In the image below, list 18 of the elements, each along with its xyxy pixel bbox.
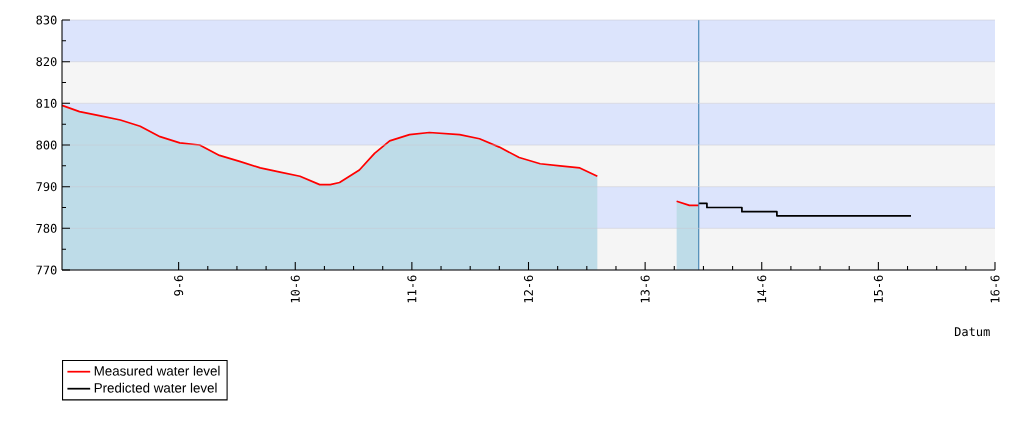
legend-label: Measured water level: [94, 365, 220, 376]
x-tick-label: 16-6: [990, 275, 1000, 303]
y-tick-label: 800: [36, 140, 57, 150]
x-tick-label: 11-6: [407, 275, 417, 303]
x-tick-label: 12-6: [523, 275, 534, 303]
x-tick-label: 9-6: [174, 275, 184, 296]
y-tick-label: 830: [36, 15, 57, 25]
y-tick-label: 780: [36, 223, 57, 233]
y-tick-label: 790: [36, 182, 57, 192]
x-tick-label: 10-6: [290, 275, 300, 303]
legend-label: Predicted water level: [94, 382, 217, 393]
x-tick-label: 13-6: [640, 275, 650, 303]
x-tick-label: 14-6: [757, 275, 767, 303]
y-tick-label: 820: [36, 57, 57, 67]
x-axis-title: Datum: [954, 327, 990, 337]
x-tick-label: 15-6: [873, 275, 883, 303]
y-tick-label: 810: [36, 98, 57, 108]
y-tick-label: 770: [36, 265, 57, 275]
